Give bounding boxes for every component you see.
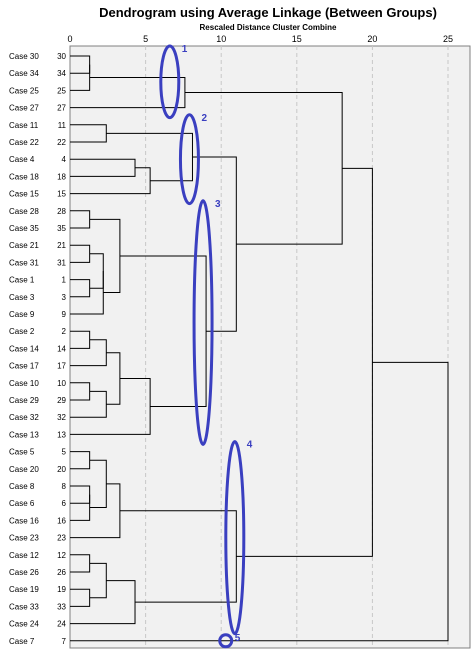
case-number: 32 <box>57 413 66 422</box>
case-number: 6 <box>62 499 67 508</box>
case-label: Case 16 <box>9 516 39 525</box>
case-number: 27 <box>57 104 66 113</box>
case-label: Case 10 <box>9 379 39 388</box>
case-label: Case 27 <box>9 104 39 113</box>
x-tick-label: 20 <box>367 34 377 44</box>
case-number: 16 <box>57 516 66 525</box>
chart-subtitle: Rescaled Distance Cluster Combine <box>200 23 337 32</box>
case-label: Case 19 <box>9 585 39 594</box>
case-number: 35 <box>57 224 66 233</box>
case-label: Case 25 <box>9 86 39 95</box>
case-label: Case 17 <box>9 362 39 371</box>
x-tick-label: 0 <box>67 34 72 44</box>
case-label: Case 1 <box>9 276 35 285</box>
case-label: Case 30 <box>9 52 39 61</box>
case-number: 29 <box>57 396 66 405</box>
case-label: Case 24 <box>9 620 39 629</box>
case-label: Case 26 <box>9 568 39 577</box>
case-number: 20 <box>57 465 66 474</box>
case-number: 4 <box>62 155 67 164</box>
case-label: Case 8 <box>9 482 35 491</box>
case-label: Case 15 <box>9 190 39 199</box>
case-number: 34 <box>57 69 66 78</box>
case-label: Case 2 <box>9 327 35 336</box>
cluster-highlight-ellipse <box>218 633 234 649</box>
case-number: 28 <box>57 207 66 216</box>
cluster-highlight-ellipse <box>159 44 181 120</box>
merge-link <box>70 361 449 642</box>
case-number: 15 <box>57 190 66 199</box>
case-number: 8 <box>62 482 67 491</box>
cluster-highlight-ellipse <box>178 113 200 206</box>
case-number: 7 <box>62 637 67 646</box>
cluster-highlight-ellipse <box>224 440 246 636</box>
case-label: Case 3 <box>9 293 35 302</box>
case-number: 17 <box>57 362 66 371</box>
x-tick-label: 10 <box>216 34 226 44</box>
case-label: Case 18 <box>9 172 39 181</box>
chart-title: Dendrogram using Average Linkage (Betwee… <box>99 5 437 20</box>
cluster-highlight-label: 3 <box>215 199 221 210</box>
case-number: 3 <box>62 293 67 302</box>
case-label: Case 31 <box>9 258 39 267</box>
cluster-highlight-label: 1 <box>182 44 188 55</box>
case-number: 2 <box>62 327 67 336</box>
x-tick-label: 25 <box>443 34 453 44</box>
case-number: 9 <box>62 310 67 319</box>
case-label: Case 28 <box>9 207 39 216</box>
case-number: 31 <box>57 258 66 267</box>
case-number: 19 <box>57 585 66 594</box>
dendrogram-links <box>70 55 449 642</box>
case-number: 25 <box>57 86 66 95</box>
cluster-highlight-label: 4 <box>247 440 253 451</box>
x-tick-label: 15 <box>292 34 302 44</box>
x-tick-label: 5 <box>143 34 148 44</box>
case-number: 13 <box>57 430 66 439</box>
case-label: Case 20 <box>9 465 39 474</box>
case-label: Case 7 <box>9 637 35 646</box>
case-number: 10 <box>57 379 66 388</box>
case-number: 1 <box>62 276 67 285</box>
case-label: Case 5 <box>9 448 35 457</box>
cluster-highlight-label: 2 <box>201 113 207 124</box>
case-number: 5 <box>62 448 67 457</box>
case-label: Case 13 <box>9 430 39 439</box>
cluster-highlight-ellipse <box>192 199 214 446</box>
case-label: Case 29 <box>9 396 39 405</box>
case-label: Case 14 <box>9 344 39 353</box>
case-label: Case 34 <box>9 69 39 78</box>
merge-link <box>70 271 104 315</box>
case-label: Case 23 <box>9 534 39 543</box>
case-label: Case 22 <box>9 138 39 147</box>
case-number: 21 <box>57 241 66 250</box>
case-label: Case 9 <box>9 310 35 319</box>
case-label: Case 11 <box>9 121 39 130</box>
case-number: 30 <box>57 52 66 61</box>
case-number: 26 <box>57 568 66 577</box>
case-label: Case 4 <box>9 155 35 164</box>
x-axis-ticks: 0 5 10 15 20 25 <box>67 34 453 44</box>
case-number: 11 <box>58 121 67 130</box>
case-number: 23 <box>57 534 66 543</box>
case-number: 22 <box>57 138 66 147</box>
case-label: Case 32 <box>9 413 39 422</box>
case-label: Case 6 <box>9 499 35 508</box>
case-number: 12 <box>57 551 66 560</box>
case-label: Case 12 <box>9 551 39 560</box>
case-number: 14 <box>57 344 66 353</box>
case-number: 33 <box>57 602 66 611</box>
case-number: 18 <box>57 172 66 181</box>
case-label: Case 35 <box>9 224 39 233</box>
case-number: 24 <box>57 620 66 629</box>
case-label: Case 33 <box>9 602 39 611</box>
merge-link <box>70 64 91 91</box>
merge-link <box>70 494 91 521</box>
cluster-highlight-label: 5 <box>235 633 241 644</box>
cluster-highlights: 1 2 3 4 5 <box>159 44 253 649</box>
plot-background <box>69 45 471 649</box>
case-label: Case 21 <box>9 241 39 250</box>
